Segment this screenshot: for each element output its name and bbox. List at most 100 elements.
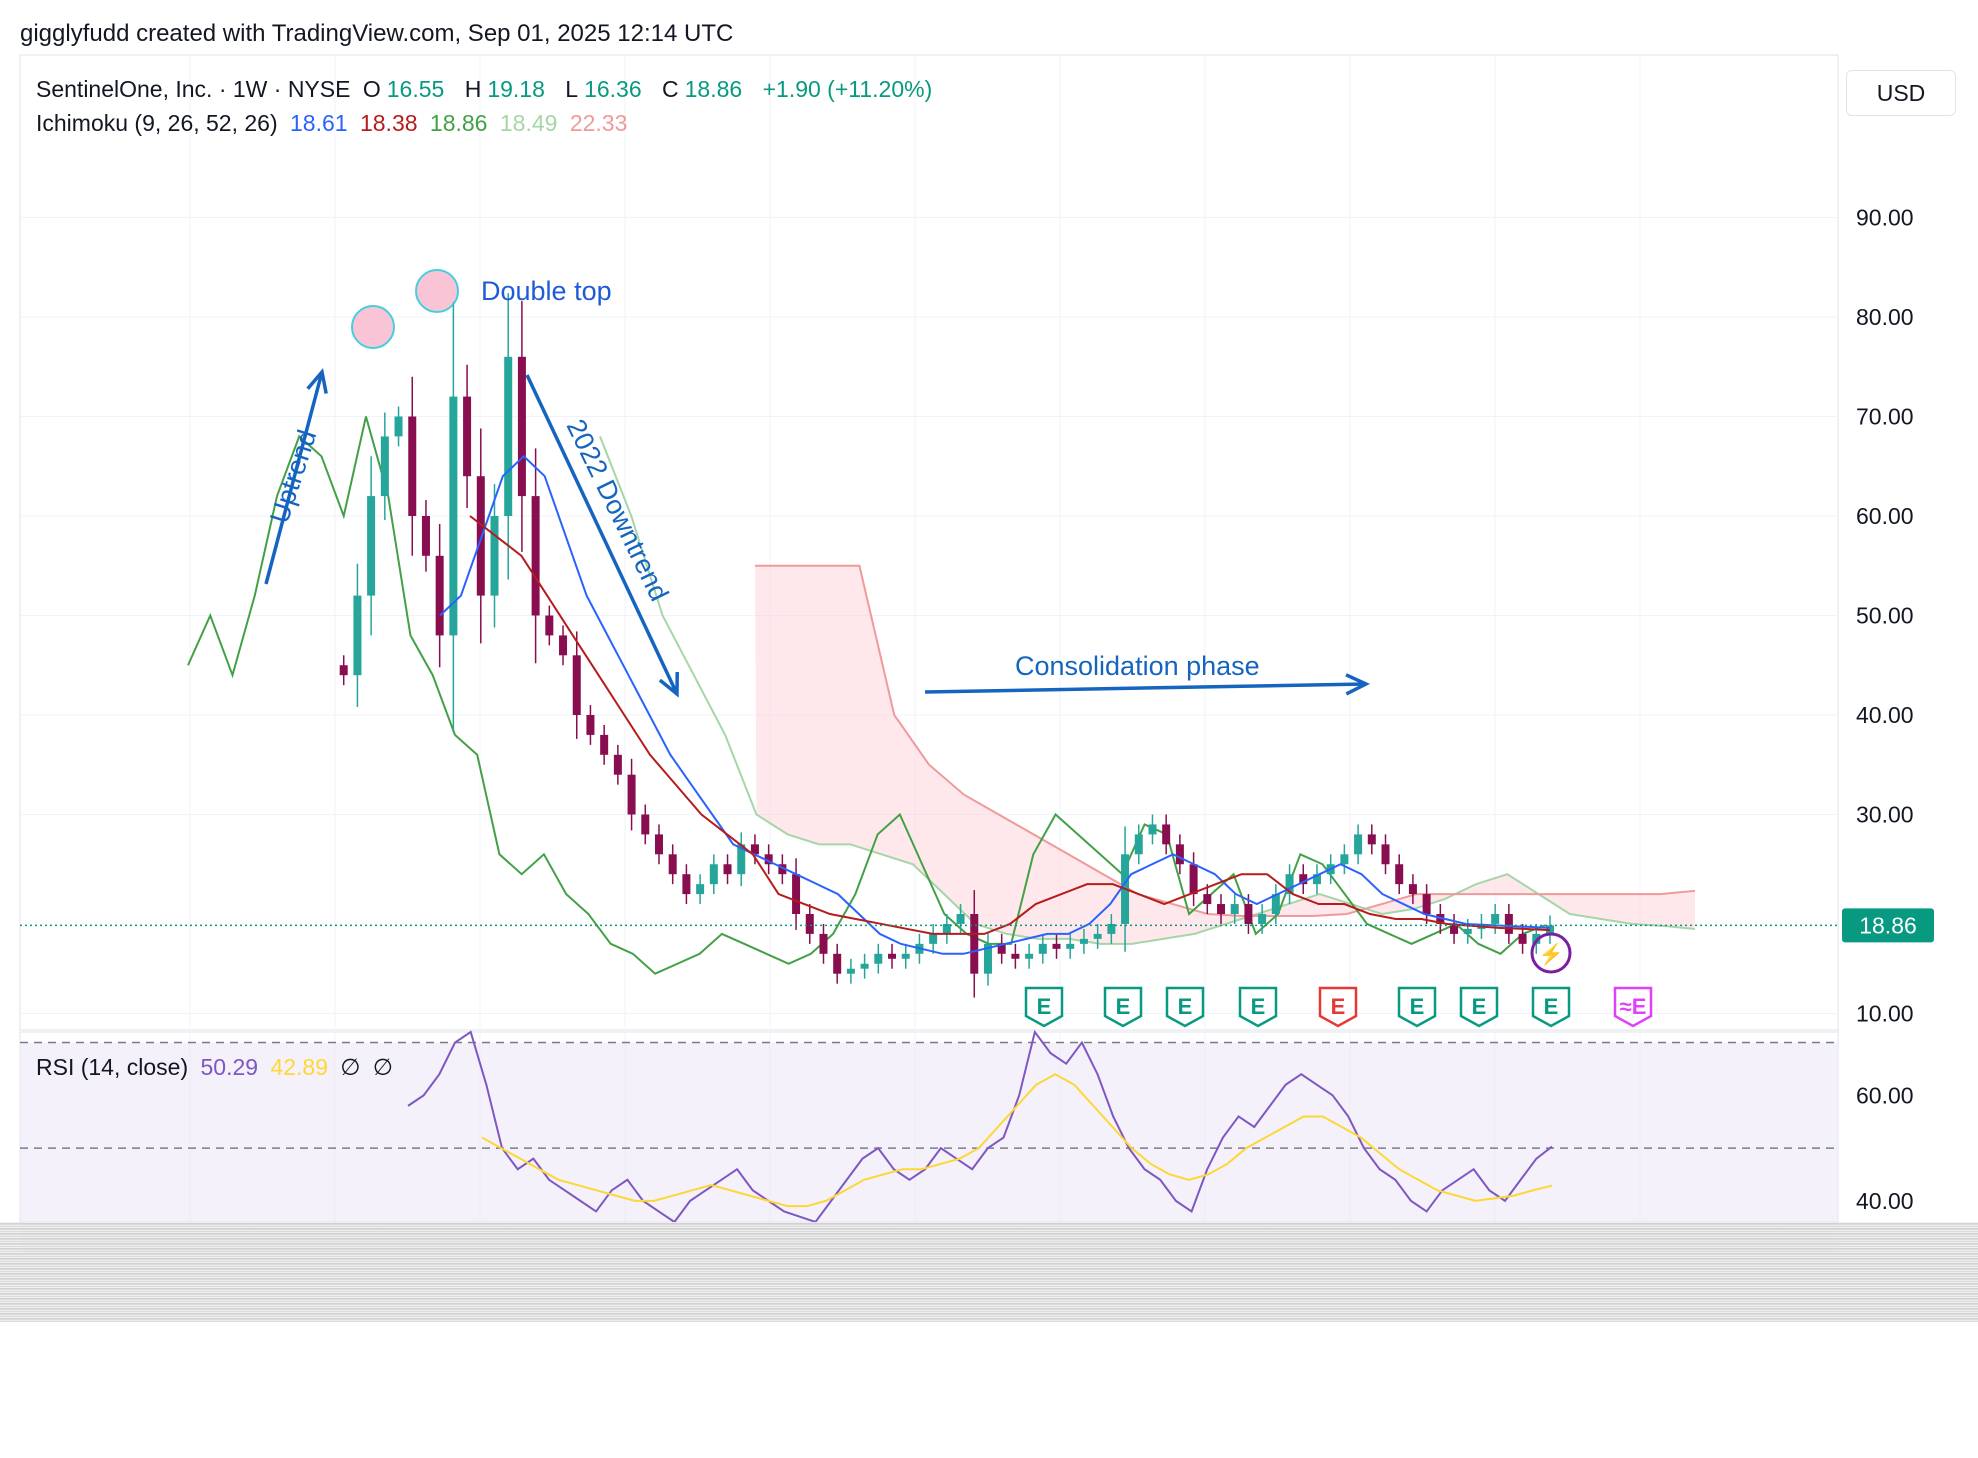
candle-body xyxy=(435,555,444,636)
y-tick-label: 70.00 xyxy=(1856,404,1914,430)
rsi-y-tick-label: 40.00 xyxy=(1856,1188,1914,1214)
candle-body xyxy=(1491,914,1500,924)
candle-body xyxy=(408,416,417,516)
open-label: O xyxy=(362,76,381,102)
y-tick-label: 40.00 xyxy=(1856,702,1914,728)
event-marker-icon: ⚡ xyxy=(1539,942,1564,966)
candle-body xyxy=(463,396,472,477)
rsi-line xyxy=(407,1029,1553,1224)
candle-body xyxy=(572,655,581,715)
candle-body xyxy=(586,715,595,735)
candle-body xyxy=(1025,953,1034,959)
candle-body xyxy=(1422,894,1431,914)
y-tick-label: 10.00 xyxy=(1856,1001,1914,1027)
ichimoku-legend[interactable]: Ichimoku (9, 26, 52, 26) 18.61 18.38 18.… xyxy=(36,110,633,137)
ichimoku-spanb-value: 22.33 xyxy=(569,110,628,136)
event-marker xyxy=(1530,932,1572,974)
ichimoku-label: Ichimoku (9, 26, 52, 26) xyxy=(36,110,278,136)
candle-body xyxy=(504,356,513,516)
candle-body xyxy=(983,943,992,974)
ichimoku-chikou-line xyxy=(187,416,1546,975)
candle-body xyxy=(1079,938,1088,944)
candle-body xyxy=(696,884,705,895)
downtrend-arrow xyxy=(525,374,679,695)
rsi-ma-line xyxy=(481,1073,1553,1208)
candle-body xyxy=(1504,914,1513,934)
candle-body xyxy=(1436,914,1445,924)
candle-body xyxy=(380,436,389,497)
candle-body xyxy=(1312,874,1321,885)
ichimoku-cloud xyxy=(755,565,1695,944)
candle-body xyxy=(805,914,814,934)
y-tick-label: 50.00 xyxy=(1856,603,1914,629)
uptrend-arrow-head xyxy=(306,368,328,394)
candle-body xyxy=(792,874,801,914)
annotation-consolidation: Consolidation phase xyxy=(1015,651,1260,681)
earnings-marker xyxy=(1103,986,1143,1028)
candle-body xyxy=(846,968,855,974)
earnings-marker-label: ≈E xyxy=(1620,994,1647,1019)
candle-body xyxy=(901,953,910,959)
candle-body xyxy=(449,396,458,636)
change-value: +1.90 (+11.20%) xyxy=(762,76,933,102)
rsi-na-2: ∅ xyxy=(372,1054,393,1080)
candle-body xyxy=(723,864,732,875)
candle-body xyxy=(1038,943,1047,954)
candle-body xyxy=(1217,904,1226,914)
candle-body xyxy=(1203,894,1212,905)
annotation-double-top: Double top xyxy=(481,276,612,306)
candle-body xyxy=(860,963,869,969)
earnings-marker xyxy=(1397,986,1437,1028)
downtrend-arrow-head xyxy=(658,671,679,698)
candle-body xyxy=(1340,854,1349,865)
rsi-ma-value: 42.89 xyxy=(270,1054,329,1080)
consolidation-arrow xyxy=(924,682,1367,694)
candle-body xyxy=(490,516,499,596)
candle-body xyxy=(1134,834,1143,855)
candle-body xyxy=(559,635,568,656)
uptrend-arrow xyxy=(264,371,324,585)
double-top-circle-2 xyxy=(415,269,459,313)
candle-body xyxy=(1162,824,1171,845)
open-value: 16.55 xyxy=(386,76,445,102)
earnings-marker-label: E xyxy=(1251,994,1266,1019)
candle-body xyxy=(819,933,828,954)
candle-body xyxy=(1052,943,1061,949)
y-tick-label: 30.00 xyxy=(1856,802,1914,828)
main-pane xyxy=(19,54,1839,1031)
y-tick-label: 80.00 xyxy=(1856,304,1914,330)
candle-body xyxy=(997,943,1006,954)
candle-body xyxy=(1381,844,1390,865)
currency-button[interactable]: USD xyxy=(1846,70,1956,116)
rsi-legend[interactable]: RSI (14, close) 50.29 42.89 ∅ ∅ xyxy=(36,1054,399,1081)
earnings-marker-label: E xyxy=(1116,994,1131,1019)
ichimoku-spana-value: 18.49 xyxy=(499,110,558,136)
high-label: H xyxy=(464,76,482,102)
candle-body xyxy=(1518,933,1527,944)
candle-body xyxy=(709,864,718,885)
ichimoku-kijun-line xyxy=(469,515,1551,935)
ichimoku-span-b-line xyxy=(755,564,1696,917)
candle-body xyxy=(1066,943,1075,949)
candle-body xyxy=(888,953,897,959)
candle-body xyxy=(668,854,677,875)
candle-body xyxy=(531,496,540,616)
candle-body xyxy=(476,476,485,596)
rsi-y-tick-label: 60.00 xyxy=(1856,1082,1914,1108)
candle-body xyxy=(1285,874,1294,895)
y-tick-label: 60.00 xyxy=(1856,503,1914,529)
earnings-marker-label: E xyxy=(1178,994,1193,1019)
candle-body xyxy=(1093,933,1102,939)
earnings-marker xyxy=(1024,986,1064,1028)
candle-body xyxy=(778,864,787,875)
earnings-marker xyxy=(1165,986,1205,1028)
rsi-na-1: ∅ xyxy=(340,1054,361,1080)
symbol-name: SentinelOne, Inc. · 1W · NYSE xyxy=(36,76,351,102)
earnings-marker xyxy=(1613,986,1653,1028)
corrupted-band xyxy=(0,1222,1978,1322)
earnings-marker xyxy=(1238,986,1278,1028)
close-value: 18.86 xyxy=(684,76,743,102)
candle-body xyxy=(737,844,746,875)
